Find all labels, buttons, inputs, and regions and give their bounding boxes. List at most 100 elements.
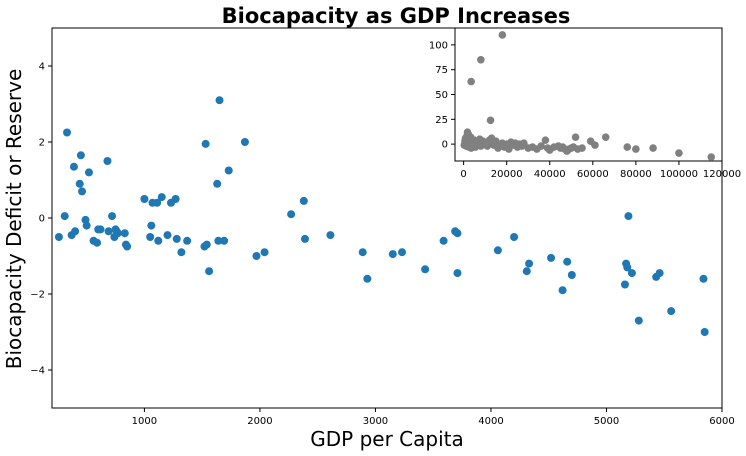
- data-point: [140, 195, 149, 203]
- data-point: [493, 246, 502, 255]
- data-point: [260, 248, 269, 257]
- data-point: [623, 263, 632, 272]
- y-axis-ticks: 4 2 0 −2 −4: [30, 62, 52, 377]
- data-point: [205, 267, 214, 276]
- data-point: [563, 257, 572, 266]
- data-point: [202, 240, 211, 249]
- data-point: [667, 307, 676, 316]
- data-point: [183, 236, 192, 245]
- inset-data-point: [467, 77, 475, 86]
- inset-data-point: [707, 153, 716, 161]
- data-point: [558, 286, 567, 295]
- data-point: [213, 179, 222, 188]
- data-point: [655, 269, 664, 278]
- data-point: [103, 157, 112, 165]
- inset-data-point: [601, 133, 610, 141]
- data-point: [510, 233, 519, 241]
- data-point: [54, 233, 63, 241]
- data-point: [398, 248, 407, 257]
- data-point: [157, 193, 166, 202]
- inset-data-point: [477, 55, 485, 64]
- data-point: [84, 168, 93, 177]
- data-point: [214, 236, 223, 245]
- x-tick-label: 2000: [247, 416, 272, 427]
- inset-x-tick-label: 0: [460, 169, 466, 180]
- data-point: [699, 274, 708, 283]
- inset-data-point: [541, 136, 550, 144]
- data-point: [287, 210, 296, 219]
- data-point: [300, 234, 309, 243]
- data-point: [96, 225, 105, 234]
- inset-data-point: [571, 133, 580, 141]
- data-point: [522, 267, 531, 276]
- data-point: [547, 253, 556, 262]
- data-point: [363, 274, 372, 283]
- inset-x-tick-label: 120000: [703, 169, 741, 180]
- data-point: [146, 233, 155, 241]
- data-point: [525, 259, 534, 268]
- y-axis-label: Biocapacity Deficit or Reserve: [2, 69, 26, 370]
- inset-data-point: [492, 137, 500, 145]
- x-tick-label: 4000: [478, 416, 503, 427]
- inset-x-tick-label: 80000: [620, 169, 652, 180]
- data-point: [177, 248, 186, 257]
- data-point: [172, 234, 181, 243]
- data-point: [69, 162, 78, 171]
- inset-y-tick-label: 75: [435, 65, 448, 76]
- x-tick-label: 1000: [132, 416, 157, 427]
- data-point: [171, 195, 180, 203]
- data-point: [93, 238, 102, 247]
- inset-data-point: [632, 145, 640, 153]
- data-point: [421, 265, 430, 274]
- inset-data-point: [675, 149, 683, 157]
- inset-scatter-points: [460, 31, 716, 161]
- inset-x-tick-label: 100000: [660, 169, 698, 180]
- data-point: [113, 229, 122, 238]
- inset-data-point: [649, 144, 657, 152]
- data-point: [108, 212, 117, 221]
- data-point: [220, 236, 229, 245]
- data-point: [439, 236, 448, 245]
- inset-y-tick-label: 25: [435, 115, 448, 126]
- data-point: [104, 227, 113, 236]
- main-scatter-points: [54, 96, 709, 336]
- y-tick-label: −4: [30, 366, 45, 377]
- y-tick-label: −2: [30, 290, 45, 301]
- chart-title: Biocapacity as GDP Increases: [222, 4, 571, 28]
- data-point: [700, 328, 709, 336]
- data-point: [71, 227, 80, 236]
- x-tick-label: 3000: [363, 416, 388, 427]
- data-point: [75, 179, 84, 188]
- x-tick-label: 5000: [594, 416, 619, 427]
- inset-data-point: [537, 142, 545, 150]
- inset-y-tick-label: 100: [429, 40, 448, 51]
- inset-data-point: [520, 139, 528, 147]
- inset-data-point: [591, 141, 599, 149]
- inset-data-point: [486, 116, 495, 125]
- inset-x-axis-ticks: 0 20000 40000 60000 80000 100000 120000: [460, 161, 741, 180]
- data-point: [147, 221, 156, 230]
- data-point: [63, 128, 72, 137]
- data-point: [60, 212, 69, 221]
- inset-data-point: [578, 144, 586, 152]
- data-point: [82, 221, 91, 230]
- x-tick-label: 6000: [709, 416, 734, 427]
- data-point: [215, 96, 224, 105]
- data-point: [163, 231, 172, 240]
- data-point: [624, 212, 633, 221]
- inset-data-point: [623, 143, 632, 151]
- x-axis-ticks: 1000 2000 3000 4000 5000 6000: [132, 408, 735, 427]
- data-point: [620, 280, 629, 289]
- data-point: [76, 151, 85, 160]
- inset-y-tick-label: 50: [435, 90, 448, 101]
- data-point: [358, 248, 367, 257]
- inset-y-tick-label: 0: [442, 140, 448, 151]
- data-point: [453, 269, 462, 278]
- data-point: [224, 166, 233, 175]
- data-point: [153, 198, 162, 207]
- data-point: [120, 229, 129, 238]
- y-tick-label: 0: [39, 214, 45, 225]
- data-point: [326, 231, 335, 240]
- inset-x-tick-label: 40000: [534, 169, 566, 180]
- y-tick-label: 2: [39, 138, 45, 149]
